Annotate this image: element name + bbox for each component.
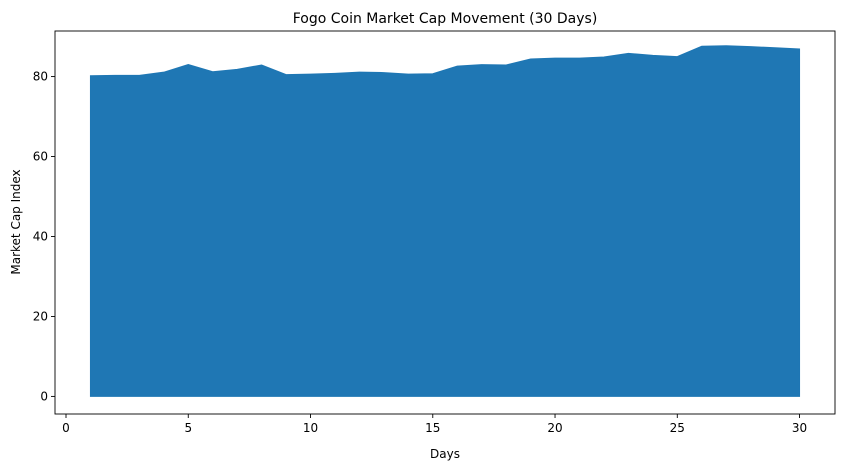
area-series-0 (89, 45, 801, 397)
x-axis-label: Days (430, 447, 460, 461)
x-tick-label: 20 (547, 421, 562, 435)
x-tick-label: 25 (670, 421, 685, 435)
x-tick-label: 15 (425, 421, 440, 435)
y-tick-label: 20 (33, 309, 48, 323)
y-tick-label: 60 (33, 150, 48, 164)
x-tick-label: 30 (792, 421, 807, 435)
x-tick-label: 5 (184, 421, 192, 435)
plot-frame (54, 30, 836, 415)
x-axis: 0 5 10 15 20 25 30 (62, 414, 807, 435)
y-tick-label: 80 (33, 70, 48, 84)
y-axis-label: Market Cap Index (9, 169, 23, 274)
x-tick-label: 0 (62, 421, 70, 435)
y-axis: 0 20 40 60 80 (33, 70, 55, 403)
y-tick-label: 40 (33, 229, 48, 243)
chart-title: Fogo Coin Market Cap Movement (30 Days) (293, 11, 598, 27)
y-tick-label: 0 (40, 389, 48, 403)
x-tick-label: 10 (303, 421, 318, 435)
plot-area (89, 45, 801, 397)
